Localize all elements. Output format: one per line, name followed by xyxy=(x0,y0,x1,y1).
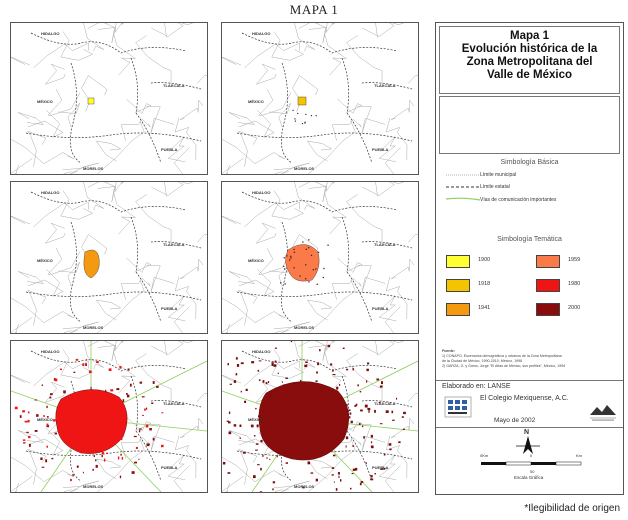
source-line-1: 1) CONAPO, Escenarios demográficos y urb… xyxy=(442,354,562,358)
source-block: Fuente: 1) CONAPO, Escenarios demográfic… xyxy=(442,349,618,369)
map-drawing-2 xyxy=(222,23,418,174)
label-mexico: MÉXICO xyxy=(37,99,53,104)
empty-box xyxy=(439,96,620,154)
map-drawing-3 xyxy=(11,182,207,333)
label-tlaxcala: TLAXCALA xyxy=(374,401,396,406)
swatch-2 xyxy=(446,303,470,316)
label-hidalgo: HIDALGO xyxy=(41,31,60,36)
map-drawing-4 xyxy=(222,182,418,333)
state-limit-label: Límite estatal xyxy=(480,184,510,190)
label-hidalgo: HIDALGO xyxy=(252,349,271,354)
scale-tick-2: 50 xyxy=(530,469,535,474)
prepared-by: Elaborado en: LANSE xyxy=(442,383,511,390)
label-mexico: MÉXICO xyxy=(37,258,53,263)
label-morelos: MORELOS xyxy=(83,484,104,489)
map-drawing-1 xyxy=(11,23,207,174)
map-panel-1: HIDALGO TLAXCALA MÉXICO PUEBLA MORELOS xyxy=(10,22,208,175)
label-mexico: MÉXICO xyxy=(248,417,264,422)
swatch-0 xyxy=(446,255,470,268)
institution-logo-icon xyxy=(444,396,472,418)
label-puebla: PUEBLA xyxy=(161,147,178,152)
swatch-label-1: 1918 xyxy=(478,281,491,287)
legend-panel: Mapa 1 Evolución histórica de la Zona Me… xyxy=(435,22,624,495)
label-hidalgo: HIDALGO xyxy=(41,190,60,195)
figure-heading: MAPA 1 xyxy=(289,2,339,17)
label-morelos: MORELOS xyxy=(294,166,315,171)
swatch-label-5: 2000 xyxy=(568,305,581,311)
label-hidalgo: HIDALGO xyxy=(252,31,271,36)
label-puebla: PUEBLA xyxy=(161,465,178,470)
swatch-label-3: 1959 xyxy=(568,257,581,263)
label-morelos: MORELOS xyxy=(294,484,315,489)
title-line-3: Valle de México xyxy=(486,69,572,81)
label-hidalgo: HIDALGO xyxy=(252,190,271,195)
scale-bar xyxy=(481,461,582,466)
title-line-2: Zona Metropolitana del xyxy=(466,56,593,68)
thematic-symbology-title: Simbología Temática xyxy=(497,236,562,243)
scale-tick-0: 0Km xyxy=(480,453,489,458)
source-line-3: 2) GARZA, G. y Gress, Jorge "El Atlas de… xyxy=(442,364,566,368)
swatch-4 xyxy=(536,279,560,292)
label-tlaxcala: TLAXCALA xyxy=(163,242,185,247)
label-puebla: PUEBLA xyxy=(372,147,389,152)
map-panel-3: HIDALGO TLAXCALA MÉXICO PUEBLA MORELOS xyxy=(10,181,208,334)
map-panel-6: HIDALGO TLAXCALA MÉXICO PUEBLA MORELOS xyxy=(221,340,419,493)
scale-tick-1: 0 xyxy=(530,453,533,458)
label-tlaxcala: TLAXCALA xyxy=(163,401,185,406)
title-box: Mapa 1 Evolución histórica de la Zona Me… xyxy=(439,26,620,94)
label-tlaxcala: TLAXCALA xyxy=(374,242,396,247)
scale-tick-3: Km xyxy=(576,453,582,458)
map-panel-5: HIDALGO TLAXCALA MÉXICO PUEBLA MORELOS xyxy=(10,340,208,493)
source-label: Fuente: xyxy=(442,349,455,353)
label-morelos: MORELOS xyxy=(294,325,315,330)
north-label: N xyxy=(524,429,530,436)
lanse-logo-icon xyxy=(590,405,616,421)
swatch-label-2: 1941 xyxy=(478,305,491,311)
title-line-1: Evolución histórica de la xyxy=(461,43,598,55)
basic-symbology-title: Simbología Básica xyxy=(500,159,559,166)
map-panel-2: HIDALGO TLAXCALA MÉXICO PUEBLA MORELOS xyxy=(221,22,419,175)
institution: El Colegio Mexiquense, A.C. xyxy=(480,395,569,402)
label-morelos: MORELOS xyxy=(83,325,104,330)
swatch-1 xyxy=(446,279,470,292)
label-mexico: MÉXICO xyxy=(37,417,53,422)
label-tlaxcala: TLAXCALA xyxy=(163,83,185,88)
swatch-label-4: 1980 xyxy=(568,281,581,287)
label-puebla: PUEBLA xyxy=(372,306,389,311)
label-morelos: MORELOS xyxy=(83,166,104,171)
basic-symbols xyxy=(445,174,481,201)
label-mexico: MÉXICO xyxy=(248,99,264,104)
label-hidalgo: HIDALGO xyxy=(41,349,60,354)
scale-caption: Escala Gráfica xyxy=(514,475,544,480)
swatch-label-0: 1900 xyxy=(478,257,491,263)
label-puebla: PUEBLA xyxy=(372,465,389,470)
roads-label: Vías de comunicación importantes xyxy=(480,197,557,203)
swatch-5 xyxy=(536,303,560,316)
footnote: *Ilegibilidad de origen xyxy=(524,503,620,514)
date: Mayo de 2002 xyxy=(494,417,536,424)
label-tlaxcala: TLAXCALA xyxy=(374,83,396,88)
swatch-3 xyxy=(536,255,560,268)
map-panel-4: HIDALGO TLAXCALA MÉXICO PUEBLA MORELOS xyxy=(221,181,419,334)
municipal-limit-label: Límite municipal xyxy=(480,172,517,178)
label-mexico: MÉXICO xyxy=(248,258,264,263)
map-number: Mapa 1 xyxy=(510,30,549,42)
map-drawing-5 xyxy=(11,341,207,492)
map-drawing-6 xyxy=(222,341,418,492)
label-puebla: PUEBLA xyxy=(161,306,178,311)
source-line-2: de la Ciudad de México, 1990-2010, Méxic… xyxy=(442,359,523,363)
north-arrow-icon xyxy=(516,436,540,454)
